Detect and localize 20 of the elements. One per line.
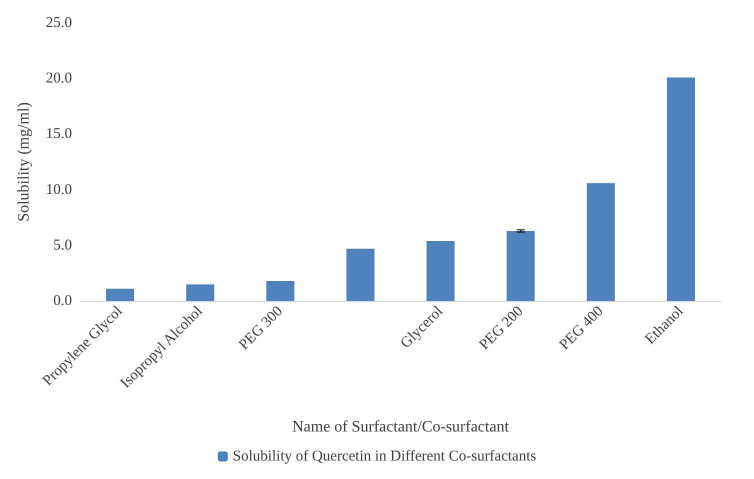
bar (346, 248, 374, 301)
bar (266, 280, 294, 301)
bar (426, 240, 455, 301)
y-tick-label: 0.0 (53, 293, 72, 309)
bar (186, 284, 214, 301)
legend-label: Solubility of Quercetin in Different Co-surfactants (232, 448, 536, 464)
x-axis-title: Name of Surfactant/Co-surfactant (292, 418, 510, 436)
bar (106, 288, 134, 301)
y-axis-title: Solubility (mg/ml) (16, 102, 32, 222)
x-tick-label: PEG 200 (476, 303, 526, 354)
y-tick-label: 20.0 (46, 70, 72, 87)
bar (506, 230, 535, 301)
y-tick-label: 15.0 (46, 126, 72, 142)
y-tick-label: 25.0 (46, 15, 72, 31)
bar (586, 183, 615, 301)
x-tick-label: PEG 300 (236, 303, 286, 354)
y-tick-label: 10.0 (46, 182, 72, 198)
bar (666, 77, 695, 301)
x-tick-label: PEG 400 (556, 303, 606, 354)
y-tick-label: 5.0 (53, 237, 72, 254)
